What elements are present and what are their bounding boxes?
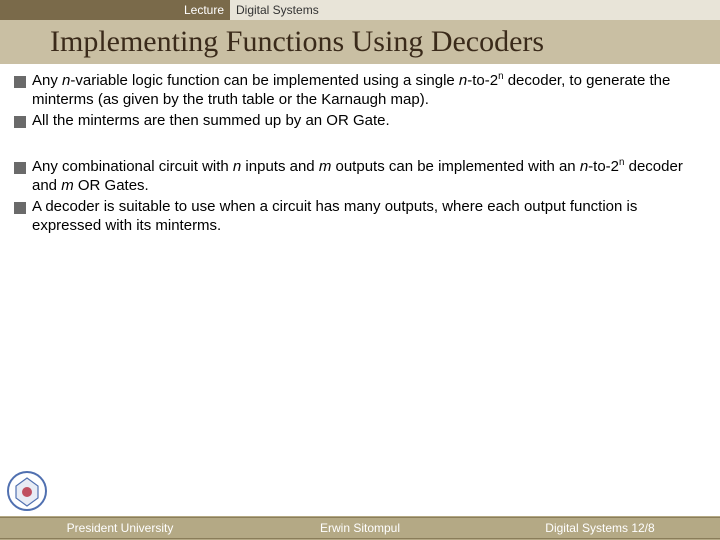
bullet-text: A decoder is suitable to use when a circ… [32,198,706,236]
bullet-text: Any n-variable logic function can be imp… [32,72,706,110]
footer-center: Erwin Sitompul [240,516,480,540]
bullet-text: Any combinational circuit with n inputs … [32,158,706,196]
bullet-group: Any n-variable logic function can be imp… [14,72,706,130]
header-label-left: Lecture [0,3,230,17]
bullet-marker-icon [14,202,26,214]
university-logo [6,470,48,512]
bullet-group: Any combinational circuit with n inputs … [14,158,706,235]
slide-title: Implementing Functions Using Decoders [0,20,720,64]
header-label-right: Digital Systems [230,0,720,20]
bullet-marker-icon [14,162,26,174]
bullet-item: All the minterms are then summed up by a… [14,112,706,131]
bullet-item: Any combinational circuit with n inputs … [14,158,706,196]
footer-right: Digital Systems 12/8 [480,516,720,540]
bullet-text: All the minterms are then summed up by a… [32,112,706,131]
slide-content: Any n-variable logic function can be imp… [0,64,720,235]
footer-left: President University [0,516,240,540]
bullet-marker-icon [14,116,26,128]
bullet-marker-icon [14,76,26,88]
header-bar: Lecture Digital Systems [0,0,720,20]
bullet-item: A decoder is suitable to use when a circ… [14,198,706,236]
bullet-item: Any n-variable logic function can be imp… [14,72,706,110]
footer-bar: President University Erwin Sitompul Digi… [0,516,720,540]
